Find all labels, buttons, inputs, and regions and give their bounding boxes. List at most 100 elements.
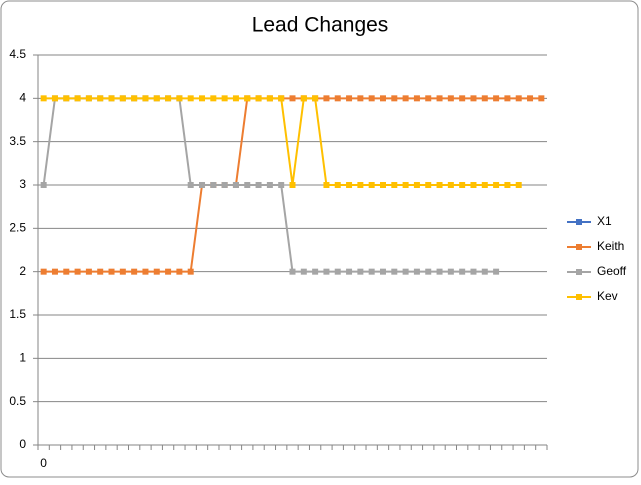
marker bbox=[379, 268, 386, 275]
marker bbox=[436, 95, 443, 102]
marker bbox=[85, 95, 92, 102]
y-tick-label: 2.5 bbox=[9, 221, 26, 235]
marker bbox=[346, 268, 353, 275]
marker bbox=[357, 182, 364, 188]
legend-label: Keith bbox=[597, 239, 624, 253]
marker bbox=[312, 268, 319, 275]
marker bbox=[221, 182, 228, 188]
marker bbox=[187, 268, 194, 275]
marker bbox=[538, 95, 545, 102]
y-tick-label: 0 bbox=[19, 437, 26, 451]
y-tick-label: 3 bbox=[19, 177, 26, 191]
marker bbox=[232, 182, 239, 188]
marker bbox=[515, 95, 522, 102]
y-tick-label: 2 bbox=[19, 264, 26, 278]
marker bbox=[289, 95, 296, 102]
marker bbox=[527, 95, 534, 102]
marker bbox=[255, 182, 262, 188]
y-tick-label: 3.5 bbox=[9, 134, 26, 148]
marker bbox=[199, 95, 206, 102]
marker bbox=[323, 95, 330, 102]
marker bbox=[413, 182, 420, 188]
marker bbox=[481, 268, 488, 275]
marker bbox=[504, 95, 511, 102]
marker bbox=[40, 182, 47, 188]
marker bbox=[187, 182, 194, 188]
marker bbox=[85, 268, 92, 275]
marker bbox=[74, 95, 81, 102]
marker bbox=[300, 95, 307, 102]
legend-marker bbox=[576, 219, 582, 225]
marker bbox=[447, 182, 454, 188]
marker bbox=[357, 268, 364, 275]
x-tick-label: 0 bbox=[40, 456, 47, 470]
marker bbox=[266, 95, 273, 102]
marker bbox=[199, 182, 206, 188]
marker bbox=[391, 95, 398, 102]
marker bbox=[153, 268, 160, 275]
marker bbox=[266, 182, 273, 188]
marker bbox=[504, 182, 511, 188]
marker bbox=[153, 95, 160, 102]
marker bbox=[481, 95, 488, 102]
marker bbox=[459, 268, 466, 275]
y-tick-label: 4.5 bbox=[9, 47, 26, 61]
marker bbox=[402, 268, 409, 275]
marker bbox=[379, 95, 386, 102]
marker bbox=[459, 95, 466, 102]
marker bbox=[244, 182, 251, 188]
marker bbox=[244, 95, 251, 102]
marker bbox=[210, 95, 217, 102]
marker bbox=[379, 182, 386, 188]
y-tick-label: 4 bbox=[19, 91, 26, 105]
marker bbox=[176, 268, 183, 275]
marker bbox=[119, 268, 126, 275]
marker bbox=[368, 268, 375, 275]
marker bbox=[63, 95, 70, 102]
marker bbox=[470, 268, 477, 275]
marker bbox=[97, 95, 104, 102]
marker bbox=[108, 95, 115, 102]
legend-label: Kev bbox=[597, 289, 618, 303]
marker bbox=[334, 95, 341, 102]
marker bbox=[312, 95, 319, 102]
marker bbox=[232, 95, 239, 102]
marker bbox=[300, 268, 307, 275]
marker bbox=[210, 182, 217, 188]
marker bbox=[165, 95, 172, 102]
marker bbox=[425, 95, 432, 102]
marker bbox=[459, 182, 466, 188]
marker bbox=[187, 95, 194, 102]
marker bbox=[74, 268, 81, 275]
marker bbox=[165, 268, 172, 275]
marker bbox=[493, 268, 500, 275]
marker bbox=[323, 268, 330, 275]
chart-title: Lead Changes bbox=[252, 14, 389, 37]
y-tick-label: 0.5 bbox=[9, 394, 26, 408]
legend-label: X1 bbox=[597, 214, 612, 228]
marker bbox=[323, 182, 330, 188]
legend-marker bbox=[576, 269, 582, 275]
marker bbox=[131, 95, 138, 102]
marker bbox=[142, 268, 149, 275]
marker bbox=[176, 95, 183, 102]
y-tick-label: 1.5 bbox=[9, 307, 26, 321]
marker bbox=[346, 95, 353, 102]
marker bbox=[493, 182, 500, 188]
marker bbox=[368, 182, 375, 188]
marker bbox=[357, 95, 364, 102]
marker bbox=[51, 95, 58, 102]
marker bbox=[425, 268, 432, 275]
marker bbox=[402, 182, 409, 188]
legend-marker bbox=[576, 244, 582, 250]
marker bbox=[391, 182, 398, 188]
marker bbox=[289, 268, 296, 275]
marker bbox=[255, 95, 262, 102]
marker bbox=[51, 268, 58, 275]
marker bbox=[481, 182, 488, 188]
marker bbox=[413, 95, 420, 102]
legend-marker bbox=[576, 294, 582, 300]
marker bbox=[447, 95, 454, 102]
